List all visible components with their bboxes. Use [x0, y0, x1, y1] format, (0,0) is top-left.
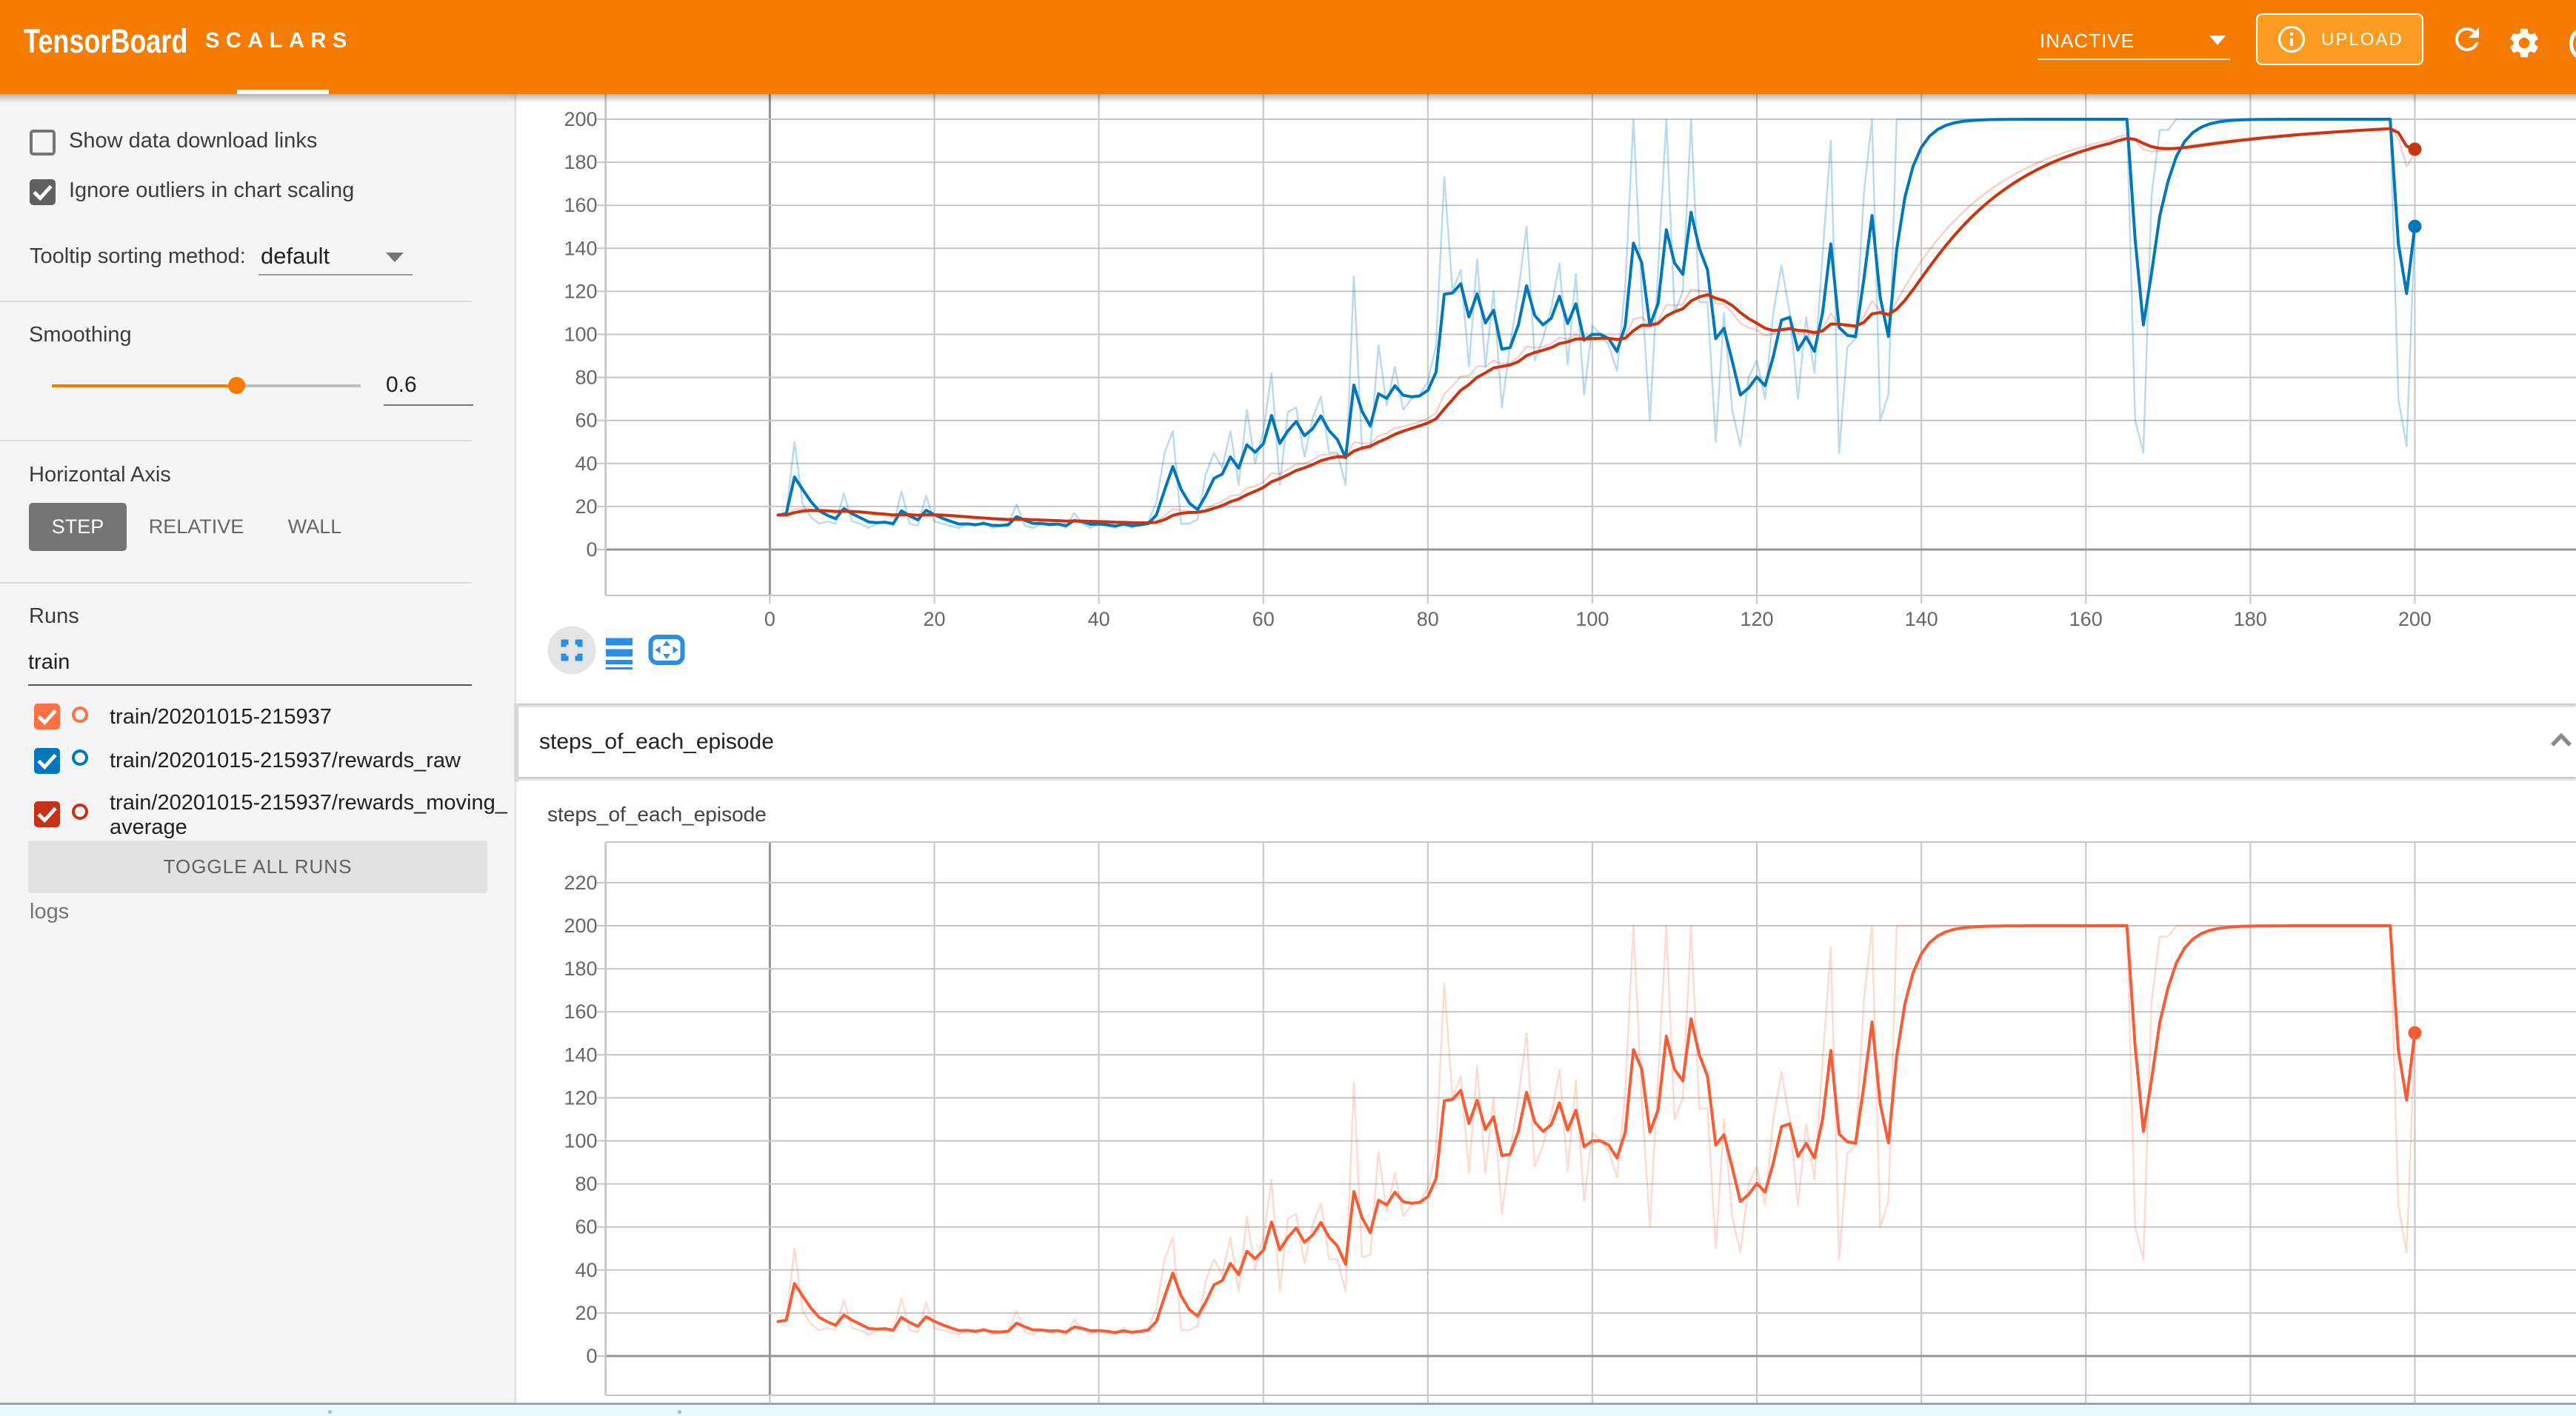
- svg-text:40: 40: [575, 1259, 597, 1281]
- svg-text:160: 160: [564, 194, 597, 216]
- svg-text:60: 60: [575, 1216, 597, 1238]
- svg-text:120: 120: [564, 280, 597, 302]
- svg-text:120: 120: [564, 1086, 597, 1109]
- svg-text:60: 60: [575, 410, 597, 432]
- svg-text:40: 40: [575, 452, 597, 475]
- svg-text:200: 200: [2398, 608, 2432, 630]
- svg-text:0: 0: [586, 538, 597, 561]
- svg-text:200: 200: [564, 915, 597, 937]
- svg-text:160: 160: [564, 1001, 597, 1023]
- svg-text:120: 120: [1740, 608, 1773, 630]
- svg-text:80: 80: [575, 367, 597, 389]
- svg-text:180: 180: [564, 151, 597, 173]
- svg-text:160: 160: [2069, 608, 2103, 630]
- svg-text:140: 140: [1905, 608, 1938, 630]
- svg-text:140: 140: [564, 1043, 597, 1066]
- svg-text:0: 0: [764, 608, 775, 630]
- svg-text:100: 100: [564, 324, 597, 346]
- svg-text:180: 180: [564, 958, 597, 980]
- svg-text:100: 100: [1575, 608, 1609, 630]
- svg-text:0: 0: [586, 1345, 597, 1367]
- svg-text:220: 220: [564, 872, 597, 894]
- svg-text:100: 100: [564, 1130, 597, 1152]
- svg-text:80: 80: [1417, 608, 1439, 630]
- svg-text:40: 40: [1088, 608, 1110, 630]
- svg-text:140: 140: [564, 237, 597, 259]
- svg-text:80: 80: [575, 1173, 597, 1195]
- svg-text:200: 200: [564, 108, 597, 130]
- svg-text:20: 20: [923, 608, 945, 630]
- svg-text:20: 20: [575, 1302, 597, 1324]
- svg-text:20: 20: [575, 495, 597, 518]
- svg-text:60: 60: [1252, 608, 1275, 630]
- svg-text:180: 180: [2234, 608, 2267, 630]
